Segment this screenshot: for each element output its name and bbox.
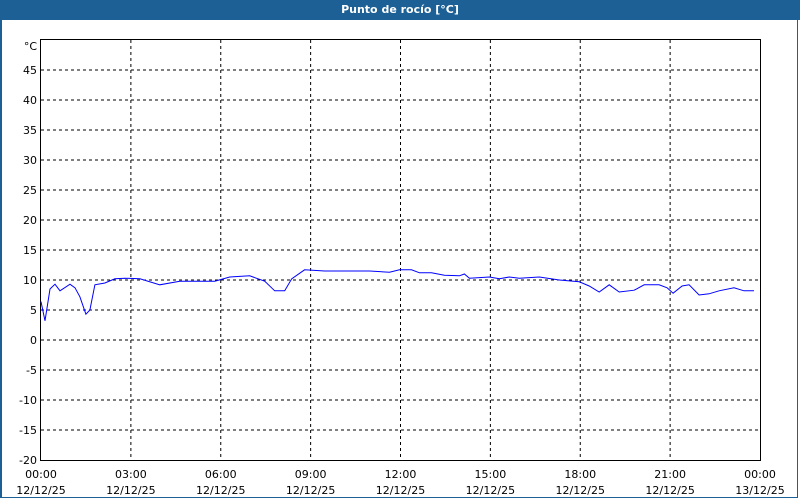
y-tick-label: 40 [23,94,37,107]
x-tick-time: 18:00 [564,468,596,481]
y-tick-label: -20 [19,454,37,467]
x-tick-date: 12/12/25 [106,484,155,497]
x-tick-date: 12/12/25 [556,484,605,497]
x-tick-date: 13/12/25 [735,484,784,497]
y-tick-label: 15 [23,244,37,257]
x-tick-date: 12/12/25 [286,484,335,497]
x-tick-date: 12/12/25 [16,484,65,497]
chart-frame [0,20,798,498]
x-tick-time: 12:00 [385,468,417,481]
y-tick-label: 0 [30,334,37,347]
y-tick-label: 45 [23,64,37,77]
x-tick-time: 15:00 [475,468,507,481]
y-tick-label: -15 [19,424,37,437]
y-tick-label: 5 [30,304,37,317]
x-tick-date: 12/12/25 [466,484,515,497]
x-tick-time: 00:00 [25,468,57,481]
plot-border [40,39,761,461]
chart-title-bar: Punto de rocío [°C] [0,0,800,20]
y-tick-label: 30 [23,154,37,167]
y-tick-label: 20 [23,214,37,227]
dew-point-line [40,269,754,321]
y-tick-label: -5 [26,364,37,377]
y-tick-label: 10 [23,274,37,287]
x-tick-date: 12/12/25 [196,484,245,497]
x-tick-date: 12/12/25 [645,484,694,497]
y-tick-label: -10 [19,394,37,407]
y-tick-label: 35 [23,124,37,137]
x-tick-date: 12/12/25 [376,484,425,497]
x-tick-time: 06:00 [205,468,237,481]
y-axis-unit-label: °C [24,40,38,53]
y-tick-label: 25 [23,184,37,197]
x-tick-time: 00:00 [744,468,776,481]
x-tick-time: 09:00 [295,468,327,481]
x-tick-time: 03:00 [115,468,147,481]
x-tick-time: 21:00 [654,468,686,481]
